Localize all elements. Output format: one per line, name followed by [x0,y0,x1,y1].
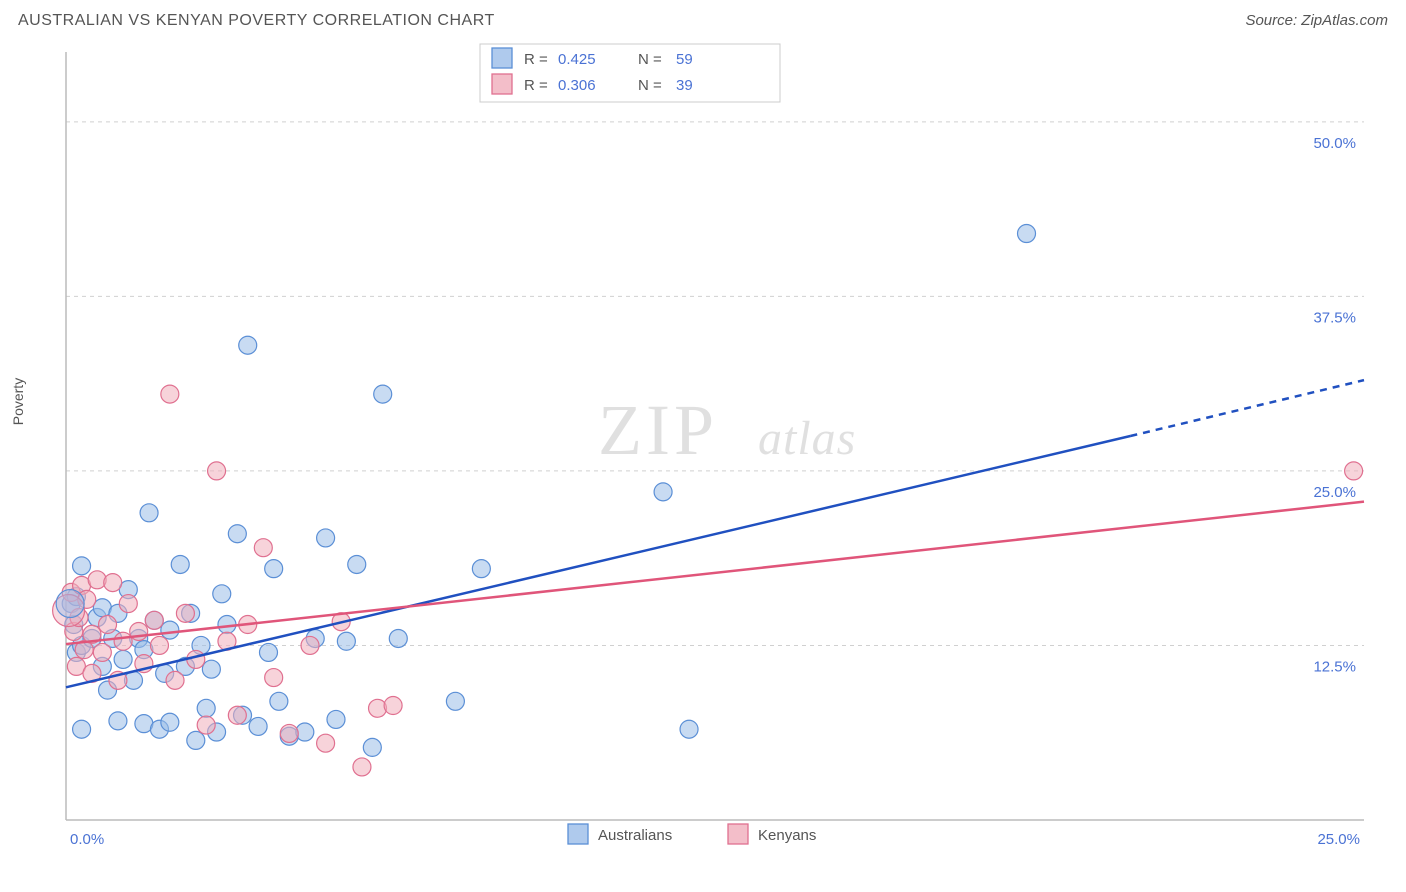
scatter-point [265,669,283,687]
scatter-point [301,636,319,654]
legend-swatch [492,48,512,68]
regression-line-dashed [1130,380,1364,436]
scatter-point [73,720,91,738]
scatter-point [140,504,158,522]
scatter-point [99,616,117,634]
scatter-point [187,731,205,749]
legend-r-value: 0.425 [558,51,596,68]
ytick-label: 37.5% [1313,309,1356,326]
legend-swatch [728,824,748,844]
legend-r-label: R = [524,77,548,94]
scatter-point [202,660,220,678]
legend-r-label: R = [524,51,548,68]
scatter-point [1345,462,1363,480]
scatter-point [680,720,698,738]
regression-line [66,502,1364,644]
scatter-point [259,643,277,661]
scatter-point [104,574,122,592]
scatter-point [239,336,257,354]
scatter-point [353,758,371,776]
watermark-zip: ZIP [598,390,718,470]
scatter-point [88,571,106,589]
scatter-point [1018,225,1036,243]
scatter-point [254,539,272,557]
legend-r-value: 0.306 [558,77,596,94]
scatter-point [337,632,355,650]
scatter-point [228,525,246,543]
ytick-label: 12.5% [1313,658,1356,675]
scatter-point [109,712,127,730]
source-label: Source: ZipAtlas.com [1245,12,1388,29]
scatter-point [363,738,381,756]
scatter-point [270,692,288,710]
y-axis-label: Poverty [10,378,26,425]
scatter-point [114,632,132,650]
legend-n-value: 39 [676,77,693,94]
scatter-point [317,734,335,752]
scatter-point [374,385,392,403]
scatter-point [145,611,163,629]
xtick-hi: 25.0% [1317,831,1360,848]
legend-n-label: N = [638,77,662,94]
legend-swatch [492,74,512,94]
scatter-point [280,724,298,742]
scatter-point [197,699,215,717]
scatter-point [119,595,137,613]
scatter-point [73,557,91,575]
xtick-lo: 0.0% [70,831,104,848]
scatter-point [208,462,226,480]
scatter-point [150,636,168,654]
scatter-point [265,560,283,578]
scatter-point [176,604,194,622]
scatter-point [384,696,402,714]
scatter-point [228,706,246,724]
ytick-label: 50.0% [1313,135,1356,152]
scatter-point [654,483,672,501]
scatter-point [327,710,345,728]
scatter-point [161,621,179,639]
legend-n-label: N = [638,51,662,68]
scatter-point [114,650,132,668]
scatter-point [161,713,179,731]
legend-swatch [568,824,588,844]
watermark-atlas: atlas [758,412,856,465]
legend-series-name: Kenyans [758,827,816,844]
scatter-point [93,643,111,661]
scatter-point [249,717,267,735]
scatter-point [446,692,464,710]
scatter-point [56,590,84,618]
chart-title: AUSTRALIAN VS KENYAN POVERTY CORRELATION… [18,12,495,30]
scatter-point [472,560,490,578]
legend-series-name: Australians [598,827,672,844]
scatter-point [166,671,184,689]
legend-n-value: 59 [676,51,693,68]
scatter-point [213,585,231,603]
scatter-point [197,716,215,734]
scatter-point [317,529,335,547]
correlation-chart: 12.5% 25.0% 37.5% 50.0% 0.0% 25.0% ZIP atlas R =… [18,34,1388,864]
scatter-point [171,555,189,573]
scatter-point [389,629,407,647]
ytick-label: 25.0% [1313,484,1356,501]
scatter-point [161,385,179,403]
scatter-point [369,699,387,717]
scatter-point [348,555,366,573]
